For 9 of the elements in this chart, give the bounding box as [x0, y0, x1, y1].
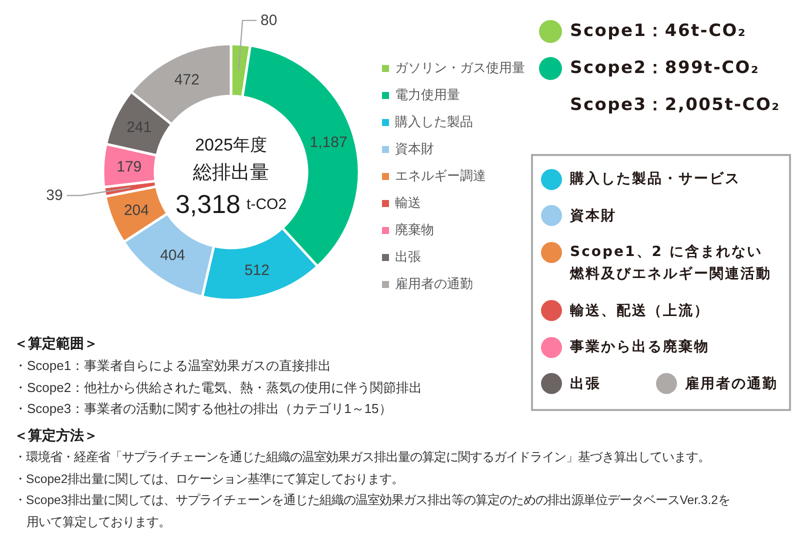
- note: ・Scope2：他社から供給された電気、熱・蒸気の使用に伴う関節排出: [14, 378, 424, 397]
- note: ・Scope2排出量に関しては、ロケーション基準にて算定しております。: [14, 470, 405, 488]
- note: ・Scope3：事業者の活動に関する他社の排出（カテゴリ1～15）: [14, 400, 393, 418]
- title: 2025年度: [195, 136, 267, 154]
- note: ・環境省・経産省「サプライチェーンを通じた組織の温室効果ガス排出量の算定に関するガイドライン」基づき算出しています。: [14, 449, 711, 466]
- subtitle: 総排出量: [193, 162, 269, 184]
- note: ・Scope3排出量に関しては、サプライチェーンを通じた組織の温室効果ガス排出等の算定のための排出源単位データベースVer.3.2を用いて算定しております。: [14, 492, 731, 530]
- annotation: 3,318 t-CO2: [175, 189, 287, 219]
- note: ・Scope1：事業者自らによる温室効果ガスの直接排出: [14, 357, 332, 375]
